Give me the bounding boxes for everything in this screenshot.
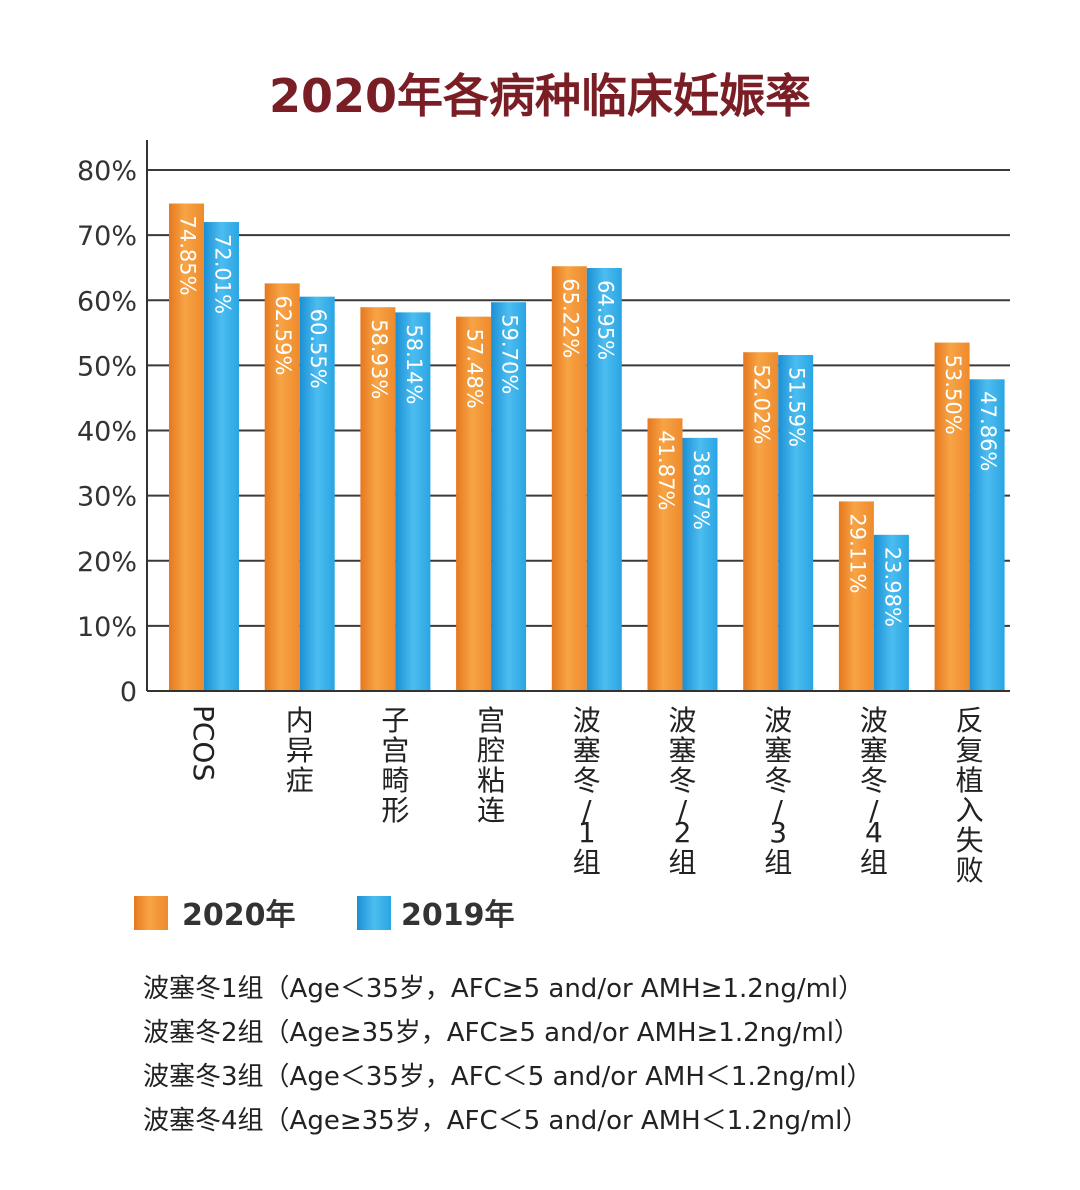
bar-2019 — [204, 222, 239, 691]
y-tick-label: 50% — [77, 351, 137, 382]
y-tick-label: 0 — [120, 677, 137, 708]
bar-2020 — [456, 316, 492, 691]
category-label: 反复植入失败 — [956, 704, 984, 887]
category-label: 波塞冬/4 组 — [860, 704, 888, 879]
data-label: 41.87% — [654, 430, 678, 510]
category-label: 波塞冬/1 组 — [573, 704, 601, 879]
bar-2019 — [491, 302, 527, 691]
bar-2020 — [264, 283, 300, 691]
data-label: 38.87% — [689, 450, 713, 530]
y-tick-label: 20% — [77, 547, 137, 578]
data-label: 58.14% — [402, 324, 426, 404]
legend-label: 2019年 — [401, 898, 515, 933]
category-label: 波塞冬/3 组 — [764, 704, 792, 879]
y-tick-label: 80% — [77, 156, 137, 187]
y-tick-label: 60% — [77, 286, 137, 317]
bar-2020 — [551, 266, 587, 691]
category-label: 内异症 — [286, 704, 314, 797]
data-label: 53.50% — [941, 355, 965, 435]
data-label: 58.93% — [367, 319, 391, 399]
data-label: 59.70% — [498, 314, 522, 394]
category-label: 波塞冬/2 组 — [668, 704, 696, 879]
y-tick-label: 10% — [77, 612, 137, 643]
data-label: 29.11% — [845, 513, 869, 593]
data-label: 52.02% — [750, 364, 774, 444]
axes — [146, 140, 1010, 692]
data-label: 64.95% — [593, 280, 617, 360]
y-tick-label: 40% — [77, 417, 137, 448]
data-label: 62.59% — [271, 295, 295, 375]
bar-2019 — [299, 296, 335, 691]
y-axis-ticks: 0 10% 20% 30% 40% 50% 60% 70% 80% — [77, 156, 137, 708]
category-label: 宫腔粘连 — [477, 704, 505, 827]
legend: 2020年 2019年 — [134, 896, 515, 933]
legend-label: 2020年 — [182, 898, 296, 933]
note-group-1: 波塞冬1组（Age＜35岁，AFC≥5 and/or AMH≥1.2ng/ml） — [143, 974, 865, 1004]
note-group-3: 波塞冬3组（Age＜35岁，AFC＜5 and/or AMH＜1.2ng/ml） — [143, 1062, 873, 1092]
data-labels: 74.85% 72.01% 62.59% 60.55% 58.93% 58.14% 57.4… — [176, 216, 1001, 627]
bar-2019 — [778, 355, 814, 691]
bars — [169, 203, 1005, 691]
y-tick-label: 30% — [77, 482, 137, 513]
data-label: 72.01% — [211, 234, 235, 314]
legend-swatch — [134, 896, 168, 930]
data-label: 23.98% — [880, 547, 904, 627]
chart-title: 2020年各病种临床妊娠率 — [269, 69, 811, 123]
category-label: 子宫畸形 — [381, 704, 409, 827]
category-label: PCOS — [187, 705, 220, 781]
bar-2019 — [682, 437, 718, 691]
data-label: 57.48% — [463, 329, 487, 409]
bar-2019 — [969, 379, 1005, 691]
legend-swatch — [357, 896, 391, 930]
data-label: 51.59% — [785, 367, 809, 447]
note-group-4: 波塞冬4组（Age≥35岁，AFC＜5 and/or AMH＜1.2ng/ml） — [143, 1106, 869, 1136]
x-axis-categories: PCOS 内异症 子宫畸形 宫腔粘连 波塞冬/1 组 波塞冬/2 组 波塞冬/3 组 波塞冬/4 组 反… — [187, 704, 984, 887]
bar-2019 — [395, 312, 431, 691]
data-label: 65.22% — [558, 278, 582, 358]
bar-2020 — [838, 501, 874, 691]
bar-2020 — [743, 352, 779, 691]
y-tick-label: 70% — [77, 221, 137, 252]
bar-2020 — [934, 342, 970, 691]
data-label: 74.85% — [176, 216, 200, 296]
bar-2019 — [586, 268, 622, 691]
bar-2020 — [647, 418, 683, 691]
bar-2020 — [360, 307, 396, 691]
bar-2020 — [169, 203, 204, 691]
note-group-2: 波塞冬2组（Age≥35岁，AFC≥5 and/or AMH≥1.2ng/ml） — [143, 1018, 860, 1048]
data-label: 60.55% — [306, 309, 330, 389]
data-label: 47.86% — [976, 391, 1000, 471]
bar-2019 — [873, 534, 909, 691]
